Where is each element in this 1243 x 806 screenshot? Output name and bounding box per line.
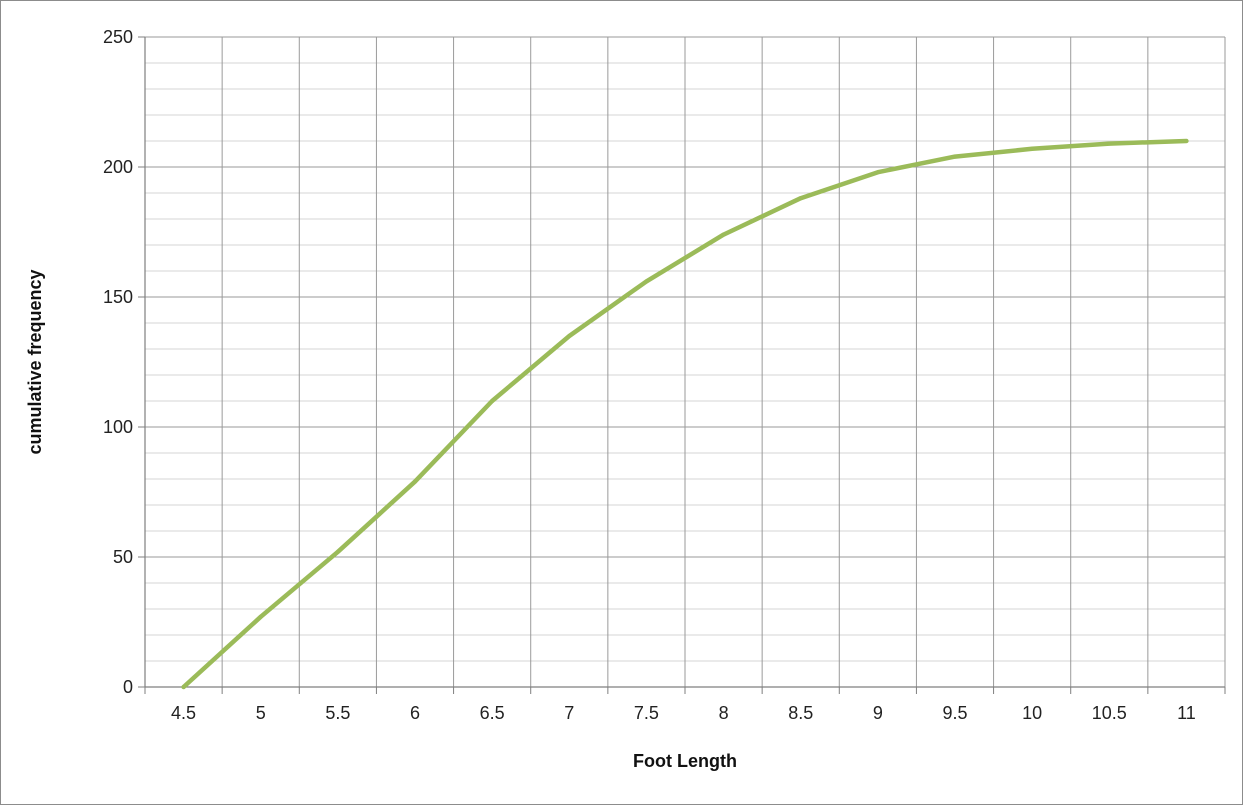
x-tick-label: 6 xyxy=(410,703,420,723)
y-tick-label: 0 xyxy=(123,677,133,697)
x-tick-label: 7 xyxy=(564,703,574,723)
x-tick-label: 6.5 xyxy=(480,703,505,723)
x-tick-label: 5 xyxy=(256,703,266,723)
data-point xyxy=(413,479,417,484)
major-gridlines xyxy=(145,36,1226,687)
data-point xyxy=(335,549,340,554)
x-tick-label: 7.5 xyxy=(634,703,659,723)
y-tick-labels: 0 50 100 150 200 250 xyxy=(103,27,133,697)
data-point xyxy=(953,154,957,159)
x-tick-label: 10.5 xyxy=(1092,703,1127,723)
data-point xyxy=(490,399,495,403)
data-point xyxy=(798,196,803,201)
y-tick-label: 100 xyxy=(103,417,133,437)
data-point xyxy=(1030,146,1035,151)
y-tick-label: 50 xyxy=(113,547,133,567)
series-layer xyxy=(181,138,1189,690)
y-tick-label: 200 xyxy=(103,157,133,177)
x-tick-label: 5.5 xyxy=(325,703,350,723)
x-tick-label: 9.5 xyxy=(942,703,967,723)
data-point xyxy=(721,232,726,237)
x-axis-title: Foot Length xyxy=(633,751,737,771)
data-point xyxy=(567,334,572,338)
y-tick-label: 250 xyxy=(103,27,133,47)
x-tick-label: 8 xyxy=(719,703,729,723)
data-point xyxy=(644,279,649,284)
series-line xyxy=(181,138,1189,690)
y-tick-label: 150 xyxy=(103,287,133,307)
data-point xyxy=(1107,141,1112,146)
data-point xyxy=(258,614,263,619)
data-point xyxy=(1184,139,1189,143)
data-point xyxy=(181,685,186,689)
x-tick-label: 9 xyxy=(873,703,883,723)
x-tick-label: 8.5 xyxy=(788,703,813,723)
x-tick-label: 10 xyxy=(1022,703,1042,723)
axes xyxy=(138,36,1226,694)
data-point xyxy=(875,170,880,175)
x-tick-label: 11 xyxy=(1177,703,1196,723)
x-tick-labels: 4.5 5 5.5 6 6.5 7 7.5 8 8.5 9 9.5 10 10.5 11 xyxy=(171,703,1196,723)
y-axis-title: cumulative frequency xyxy=(25,269,45,454)
x-tick-label: 4.5 xyxy=(171,703,196,723)
